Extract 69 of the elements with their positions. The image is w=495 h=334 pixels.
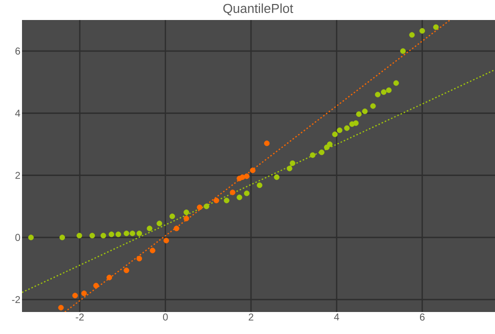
point xyxy=(204,204,210,210)
point xyxy=(393,80,399,86)
point xyxy=(419,28,426,34)
point xyxy=(214,198,220,204)
point xyxy=(136,256,142,262)
x-tick-label: 2 xyxy=(248,314,254,320)
point xyxy=(326,141,333,148)
point xyxy=(89,232,95,238)
point xyxy=(196,204,202,210)
point xyxy=(81,290,87,296)
point xyxy=(184,209,190,216)
point xyxy=(344,125,350,131)
point xyxy=(124,268,130,274)
point xyxy=(240,174,246,180)
point xyxy=(256,182,262,188)
point xyxy=(106,274,112,280)
point xyxy=(310,152,316,158)
point xyxy=(274,174,280,180)
point xyxy=(169,214,176,220)
y-tick-label: 4 xyxy=(15,110,20,117)
point xyxy=(100,232,106,238)
y-tick-label: 6 xyxy=(15,48,20,55)
point xyxy=(236,194,242,200)
point xyxy=(332,132,338,138)
point xyxy=(58,304,64,310)
point xyxy=(374,92,381,98)
point xyxy=(244,173,250,180)
x-tick-label: 0 xyxy=(163,314,168,321)
point xyxy=(380,89,386,95)
y-tick-label: -2 xyxy=(12,296,20,304)
x-tick-label: 6 xyxy=(420,314,425,321)
point xyxy=(362,108,368,114)
point xyxy=(156,220,162,226)
point xyxy=(290,160,296,166)
point xyxy=(59,234,66,240)
point xyxy=(146,226,152,232)
point xyxy=(116,232,122,238)
point xyxy=(286,166,292,172)
x-tick-label: -2 xyxy=(76,314,84,320)
point xyxy=(136,230,142,236)
point xyxy=(264,140,270,146)
point xyxy=(72,292,78,298)
point xyxy=(93,282,99,288)
chart-title: QuantilePlot xyxy=(223,4,294,16)
point xyxy=(356,111,362,117)
point xyxy=(244,190,250,196)
point xyxy=(433,24,439,30)
point xyxy=(230,190,236,196)
point xyxy=(400,48,406,54)
point xyxy=(174,226,180,232)
y-tick-label: 2 xyxy=(15,172,20,179)
point xyxy=(250,168,256,174)
point xyxy=(224,198,230,204)
x-tick-label: 4 xyxy=(334,314,340,320)
point xyxy=(163,238,170,244)
point xyxy=(353,120,359,126)
point xyxy=(130,230,136,236)
point xyxy=(76,232,82,238)
point xyxy=(409,32,415,38)
point xyxy=(370,103,376,109)
point xyxy=(386,87,392,93)
point xyxy=(124,230,130,236)
point xyxy=(336,127,342,134)
y-tick-label: 0 xyxy=(15,234,20,241)
point xyxy=(28,234,34,240)
point xyxy=(318,150,324,156)
point xyxy=(150,248,156,254)
point xyxy=(108,232,114,238)
point xyxy=(184,216,190,222)
